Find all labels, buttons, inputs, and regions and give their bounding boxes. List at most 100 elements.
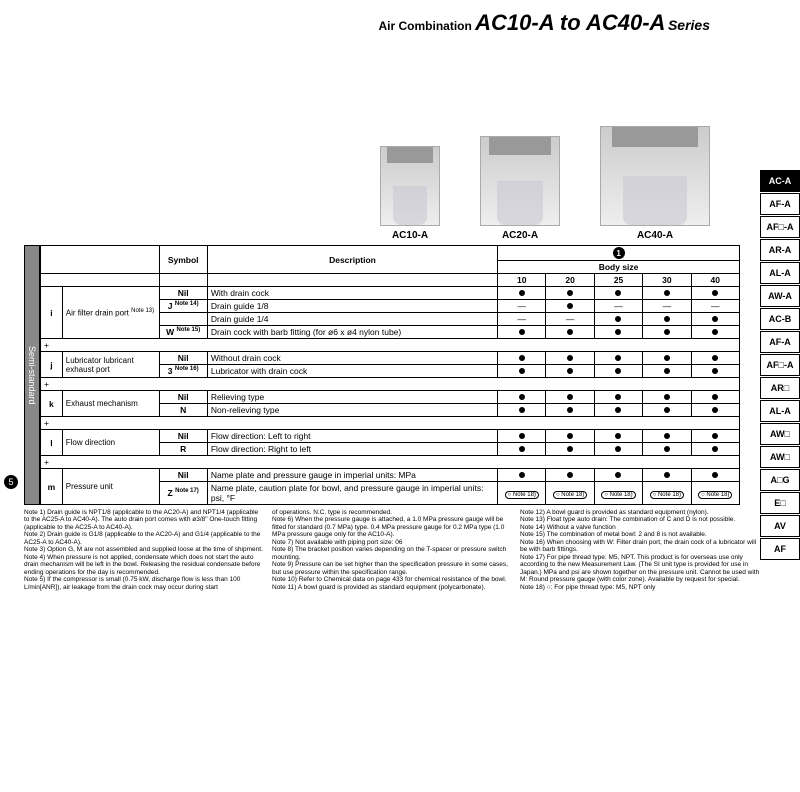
- section-circle-number: 5: [4, 475, 18, 489]
- semi-standard-vertical-label: Semi-standard: [24, 245, 40, 505]
- sym-cell: Nil: [159, 352, 207, 365]
- side-tab-ARA[interactable]: AR-A: [760, 239, 800, 261]
- avail-cell: [546, 300, 594, 313]
- footnote-line: Note 17) For pipe thread type: M5, NPT. …: [520, 554, 760, 584]
- header-post: Series: [668, 17, 710, 33]
- side-tab-AV[interactable]: AV: [760, 515, 800, 537]
- desc-cell: Without drain cock: [207, 352, 497, 365]
- avail-cell: [691, 352, 739, 365]
- sym-cell: Nil: [159, 469, 207, 482]
- avail-cell: [546, 430, 594, 443]
- product-2: AC20-A: [480, 136, 560, 241]
- desc-cell: Lubricator with drain cock: [207, 365, 497, 378]
- avail-cell: [594, 313, 642, 326]
- side-tab-AR[interactable]: AR□: [760, 377, 800, 399]
- th-size-20: 20: [546, 274, 594, 287]
- th-bodysize: Body size: [498, 261, 740, 274]
- side-tab-AW[interactable]: AW□: [760, 423, 800, 445]
- plus-separator: +: [41, 339, 740, 352]
- th-size-40: 40: [691, 274, 739, 287]
- avail-cell: [691, 365, 739, 378]
- sym-cell: W Note 15): [159, 326, 207, 339]
- avail-cell: ○ Note 18): [691, 482, 739, 505]
- plus-separator: +: [41, 456, 740, 469]
- sym-cell: N: [159, 404, 207, 417]
- side-tab-AFA[interactable]: AF□-A: [760, 354, 800, 376]
- product-image-placeholder: [480, 136, 560, 226]
- desc-cell: Name plate, caution plate for bowl, and …: [207, 482, 497, 505]
- header-pre: Air Combination: [378, 19, 475, 33]
- page-header: Air Combination AC10-A to AC40-A Series: [0, 0, 800, 36]
- desc-cell: Drain guide 1/4: [207, 313, 497, 326]
- side-tab-AFA[interactable]: AF-A: [760, 193, 800, 215]
- avail-cell: [691, 287, 739, 300]
- side-tab-AFA[interactable]: AF-A: [760, 331, 800, 353]
- avail-cell: [643, 430, 691, 443]
- footnote-line: Note 18) ○: For pipe thread type: M5, NP…: [520, 584, 760, 591]
- avail-cell: —: [546, 313, 594, 326]
- side-tab-ALA[interactable]: AL-A: [760, 262, 800, 284]
- avail-cell: —: [691, 300, 739, 313]
- avail-cell: ○ Note 18): [546, 482, 594, 505]
- side-tab-ALA[interactable]: AL-A: [760, 400, 800, 422]
- avail-cell: [546, 287, 594, 300]
- avail-cell: [691, 443, 739, 456]
- avail-cell: [546, 391, 594, 404]
- footnote-line: Note 14) Without a valve function: [520, 524, 760, 531]
- product-image-placeholder: [600, 126, 710, 226]
- side-tab-AWA[interactable]: AW-A: [760, 285, 800, 307]
- plus-separator: +: [41, 378, 740, 391]
- footnote-line: Note 3) Option G, M are not assembled an…: [24, 546, 264, 553]
- sym-cell: Nil: [159, 391, 207, 404]
- plus-separator: +: [41, 417, 740, 430]
- desc-cell: Flow direction: Left to right: [207, 430, 497, 443]
- avail-cell: [498, 365, 546, 378]
- product-images-row: AC10-A AC20-A AC40-A: [0, 36, 800, 245]
- sym-cell: Nil: [159, 287, 207, 300]
- footnote-line: Note 5) If the compressor is small (0.75…: [24, 576, 264, 591]
- avail-cell: [643, 326, 691, 339]
- th-symbol: Symbol: [159, 246, 207, 274]
- side-tab-ACA[interactable]: AC-A: [760, 170, 800, 192]
- side-tab-AW[interactable]: AW□: [760, 446, 800, 468]
- avail-cell: [643, 287, 691, 300]
- avail-cell: —: [594, 300, 642, 313]
- notes-col-2: of operations. N.C. type is recommended.…: [272, 509, 512, 591]
- side-tab-AF[interactable]: AF: [760, 538, 800, 560]
- avail-cell: [643, 404, 691, 417]
- side-tab-AFA[interactable]: AF□-A: [760, 216, 800, 238]
- avail-cell: [498, 391, 546, 404]
- sym-cell: R: [159, 443, 207, 456]
- desc-cell: Drain guide 1/8: [207, 300, 497, 313]
- group-label-j: Lubricator lubricant exhaust port: [62, 352, 159, 378]
- group-key-l: l: [41, 430, 63, 456]
- avail-cell: —: [498, 300, 546, 313]
- footnote-line: Note 12) A bowl guard is provided as sta…: [520, 509, 760, 516]
- th-size-25: 25: [594, 274, 642, 287]
- side-tab-AG[interactable]: A□G: [760, 469, 800, 491]
- product-label: AC20-A: [480, 230, 560, 241]
- desc-cell: Name plate and pressure gauge in imperia…: [207, 469, 497, 482]
- avail-cell: [643, 313, 691, 326]
- avail-cell: [643, 365, 691, 378]
- side-tab-ACB[interactable]: AC-B: [760, 308, 800, 330]
- group-label-k: Exhaust mechanism: [62, 391, 159, 417]
- avail-cell: —: [643, 300, 691, 313]
- avail-cell: [546, 443, 594, 456]
- product-label: AC10-A: [380, 230, 440, 241]
- footnote-line: Note 6) When the pressure gauge is attac…: [272, 516, 512, 538]
- product-label: AC40-A: [600, 230, 710, 241]
- sym-cell: [159, 313, 207, 326]
- avail-cell: [691, 430, 739, 443]
- avail-cell: [546, 469, 594, 482]
- avail-cell: ○ Note 18): [643, 482, 691, 505]
- desc-cell: Relieving type: [207, 391, 497, 404]
- avail-cell: [594, 443, 642, 456]
- group-label-i: Air filter drain port Note 13): [62, 287, 159, 339]
- avail-cell: —: [498, 313, 546, 326]
- side-tab-E[interactable]: E□: [760, 492, 800, 514]
- main-table-area: Semi-standard SymbolDescription1Body siz…: [0, 245, 800, 505]
- group-key-i: i: [41, 287, 63, 339]
- group-label-l: Flow direction: [62, 430, 159, 456]
- footnote-line: of operations. N.C. type is recommended.: [272, 509, 512, 516]
